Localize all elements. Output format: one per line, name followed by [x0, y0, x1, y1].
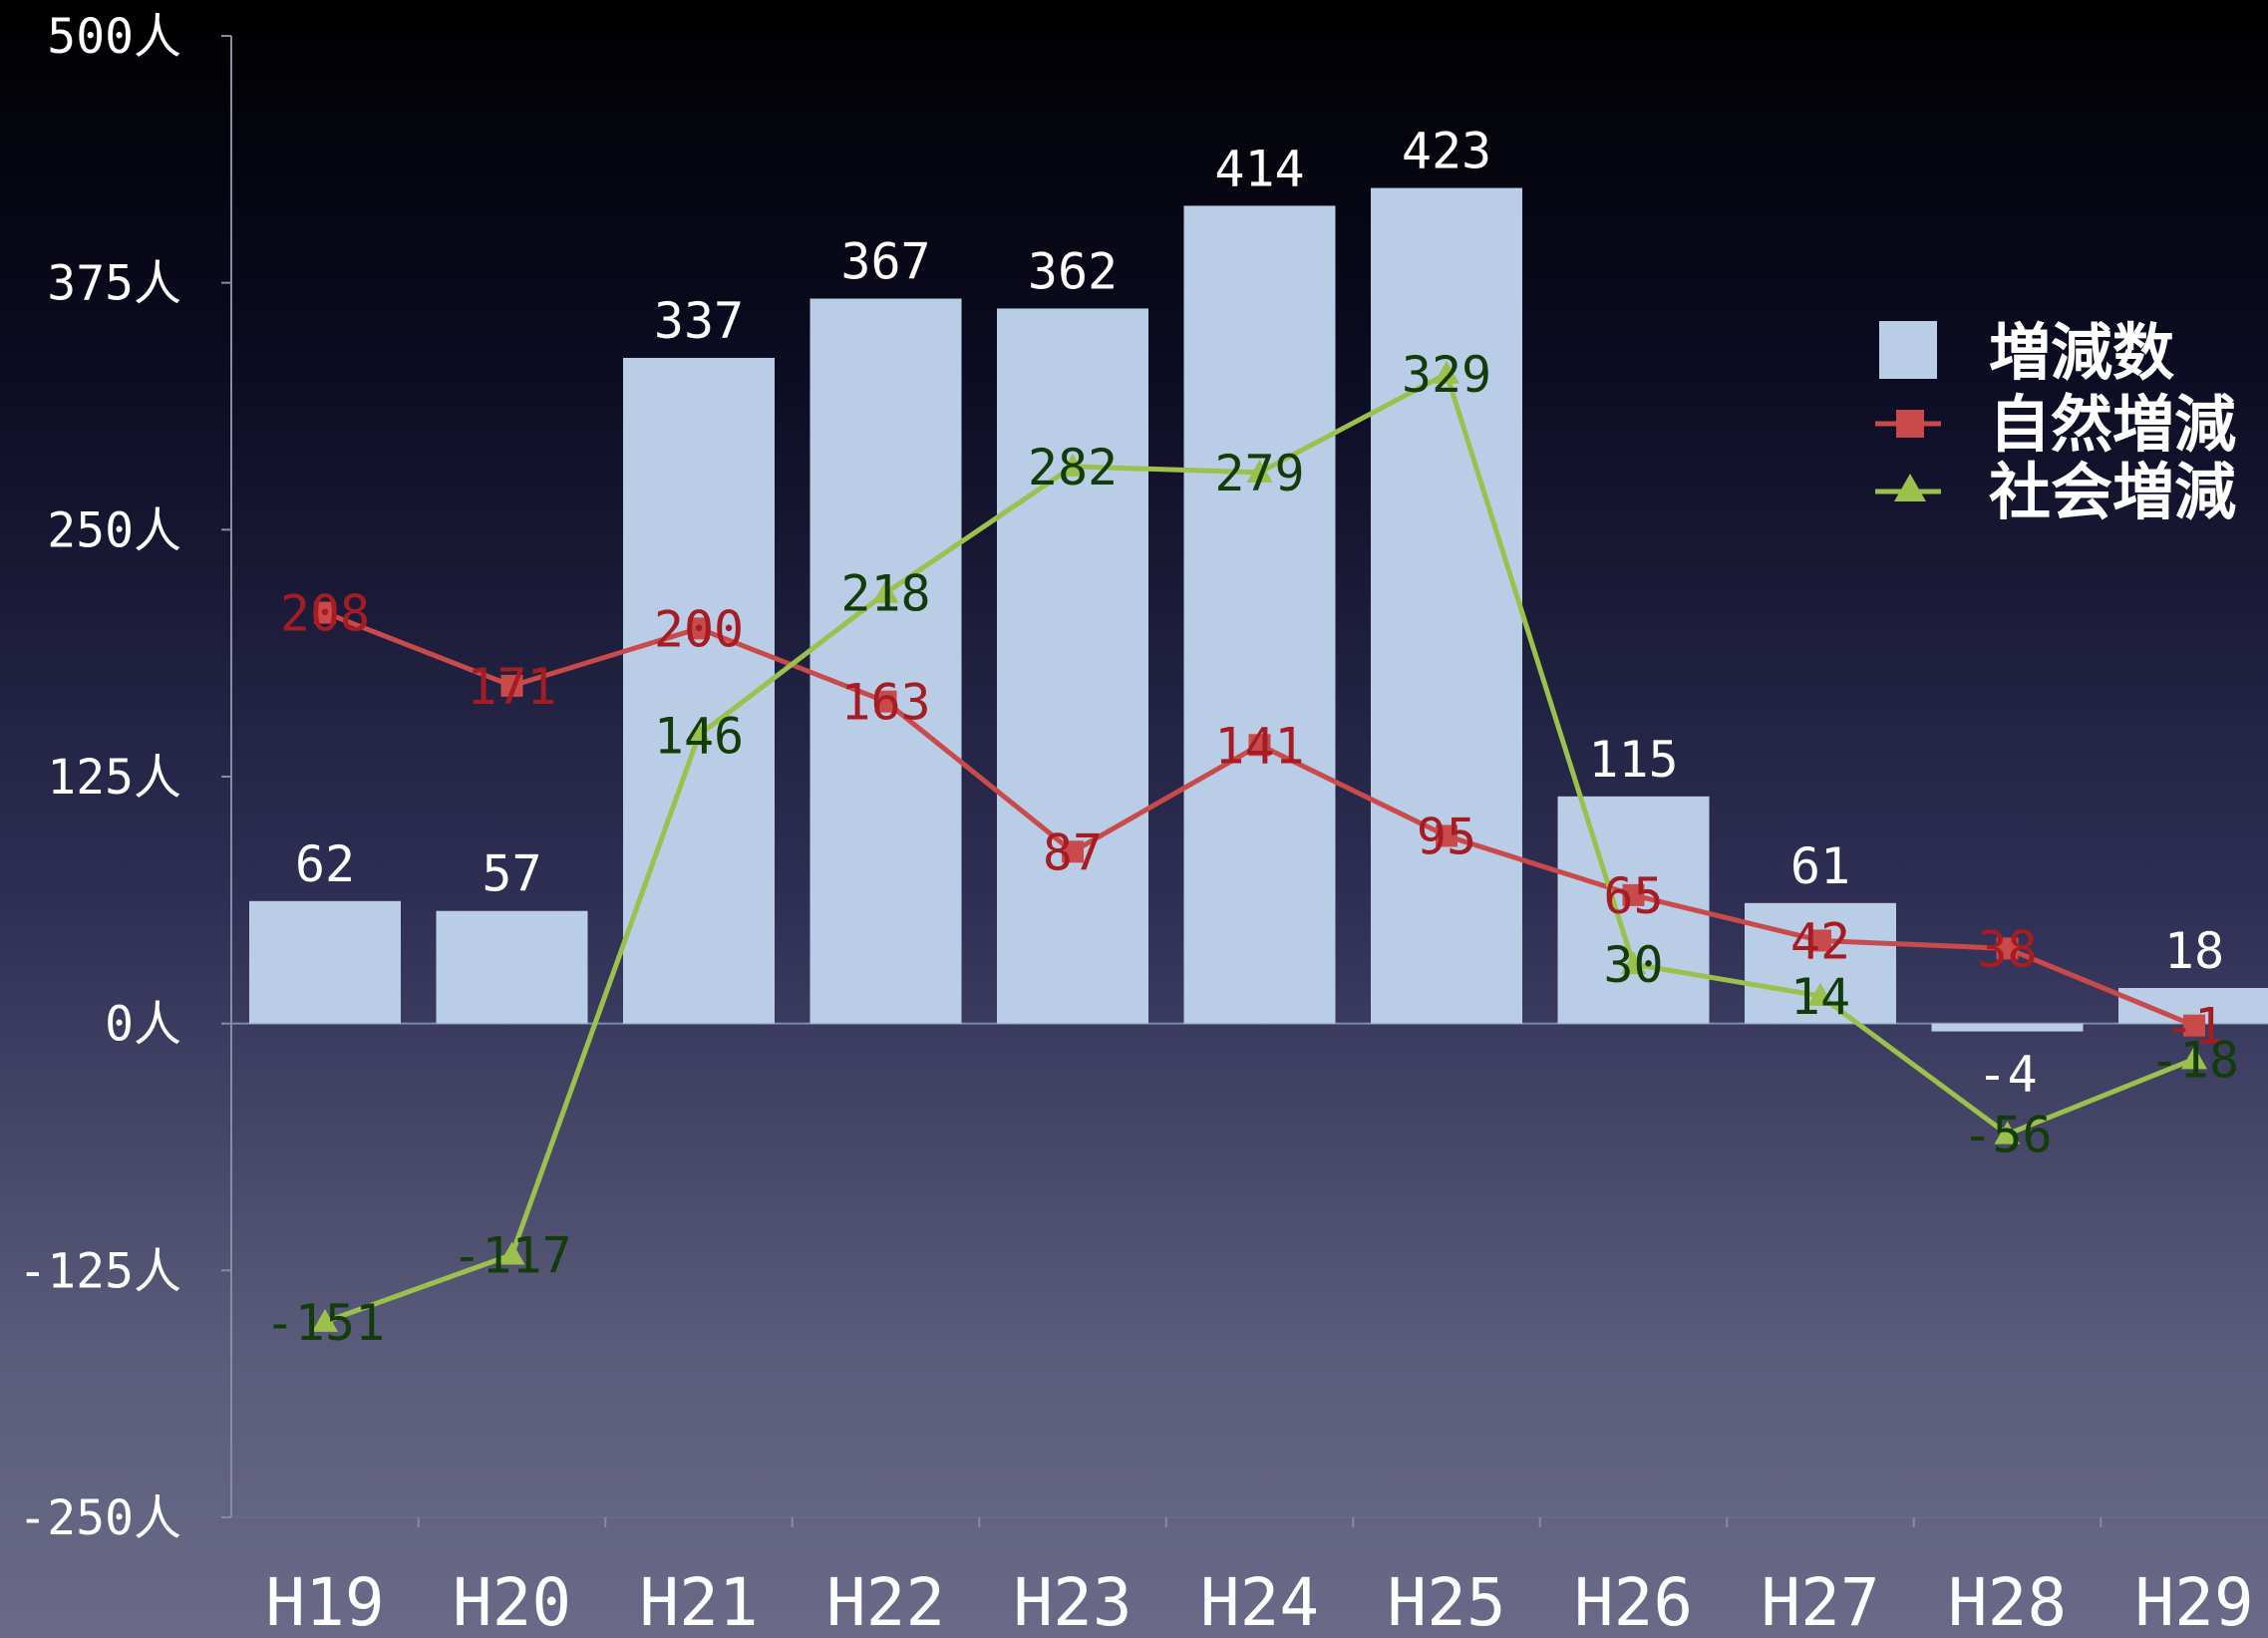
y-tick-label: 0人 [105, 997, 181, 1053]
legend-label: 自然増減 [1989, 388, 2236, 461]
natural-change-point [688, 617, 710, 640]
bar [436, 910, 588, 1024]
y-tick-label: -125人 [18, 1243, 181, 1299]
y-tick-label: 500人 [47, 9, 181, 65]
social-change-label: -151 [265, 1294, 385, 1352]
bar-data-label: 115 [1588, 731, 1678, 789]
natural-change-point [1436, 824, 1458, 847]
label-layer: 62 57 337 367 362 414 423 115 61 -4 18 208 171 200 163… [265, 123, 2239, 1352]
natural-change-point [1809, 929, 1831, 952]
natural-change-point [500, 674, 523, 697]
natural-change-label: 208 [280, 585, 370, 643]
bar [249, 900, 401, 1024]
social-change-label: 329 [1402, 346, 1491, 404]
x-tick-label: H22 [826, 1564, 945, 1638]
bar [1371, 187, 1522, 1024]
natural-change-label: 95 [1417, 808, 1476, 865]
social-change-point [686, 722, 712, 746]
bar-layer [249, 187, 2268, 1032]
axis-layer: 500人 375人 250人 125人 0人 -125人 -250人 H19 H20 H21 H22… [18, 9, 2268, 1638]
x-tick-label: H24 [1200, 1564, 1319, 1638]
bar [997, 308, 1148, 1024]
natural-change-label: 87 [1043, 823, 1103, 881]
y-tick-label: 250人 [47, 502, 181, 558]
x-tick-label: H28 [1948, 1564, 2067, 1638]
natural-change-point [314, 601, 336, 624]
social-change-label: -56 [1962, 1107, 2052, 1164]
x-tick-label: H27 [1761, 1564, 1879, 1638]
x-tick-label: H25 [1387, 1564, 1505, 1638]
bar [1931, 1023, 2084, 1032]
bar-data-label: 367 [840, 233, 930, 291]
bar-data-label: -4 [1977, 1046, 2037, 1104]
legend-swatch-bar [1879, 321, 1937, 379]
social-change-label: 146 [654, 707, 744, 765]
natural-change-label: 38 [1977, 920, 2037, 978]
social-change-point [1994, 1121, 2021, 1145]
social-change-point [1434, 360, 1459, 384]
social-change-label: 279 [1214, 445, 1304, 502]
bar-data-label: 61 [1790, 837, 1850, 895]
social-change-point [312, 1308, 338, 1332]
natural-change-label: 200 [654, 600, 744, 658]
natural-change-point [1248, 734, 1271, 757]
x-tick-label: H26 [1574, 1564, 1693, 1638]
social-change-point [1246, 459, 1273, 483]
social-change-point [498, 1241, 525, 1265]
bar-data-label: 414 [1214, 140, 1304, 197]
natural-change-point [2183, 1014, 2205, 1037]
x-tick-label: H20 [453, 1564, 571, 1638]
social-change-point [2181, 1046, 2207, 1070]
natural-change-label: 65 [1603, 867, 1663, 925]
line-layer [312, 360, 2207, 1332]
bar-data-label: 362 [1028, 242, 1118, 300]
social-change-label: 218 [840, 565, 930, 623]
legend-label: 社会増減 [1989, 456, 2236, 528]
social-change-label: 14 [1790, 968, 1850, 1026]
y-tick-label: 375人 [47, 256, 181, 312]
social-change-point [872, 579, 899, 603]
social-change-label: -18 [2149, 1031, 2239, 1089]
bar-data-label: 337 [654, 292, 744, 350]
y-tick-label: 125人 [47, 750, 181, 806]
bar-data-label: 62 [295, 835, 355, 893]
bar [623, 357, 775, 1024]
x-tick-label: H19 [265, 1564, 384, 1638]
legend-label: 増減数 [1989, 316, 2174, 389]
social-change-point [1060, 453, 1086, 477]
natural-change-point [874, 690, 897, 713]
x-tick-label: H29 [2134, 1564, 2253, 1638]
natural-change-point [1622, 883, 1645, 906]
social-change-label: 30 [1603, 936, 1663, 994]
social-change-point [1807, 982, 1833, 1006]
legend-swatch-triangle [1894, 474, 1926, 501]
natural-change-label: 171 [467, 658, 556, 716]
y-tick-label: -250人 [18, 1490, 181, 1546]
bar [810, 298, 962, 1024]
natural-change-label: 42 [1790, 912, 1850, 970]
bar-data-label: 57 [482, 845, 541, 903]
x-tick-label: H23 [1013, 1564, 1132, 1638]
social-change-label: 282 [1028, 439, 1118, 496]
natural-change-point [1062, 840, 1084, 863]
bar [1183, 205, 1336, 1024]
social-change-label: -117 [452, 1226, 571, 1284]
social-change-point [1620, 951, 1647, 975]
bar-data-label: 18 [2164, 922, 2224, 980]
legend-swatch-square [1896, 410, 1924, 438]
natural-change-label: -1 [2164, 998, 2224, 1056]
x-tick-label: H21 [639, 1564, 758, 1638]
natural-change-label: 141 [1214, 717, 1304, 775]
bar-data-label: 423 [1402, 123, 1491, 180]
natural-change-label: 163 [840, 674, 930, 732]
natural-change-point [1996, 937, 2019, 960]
